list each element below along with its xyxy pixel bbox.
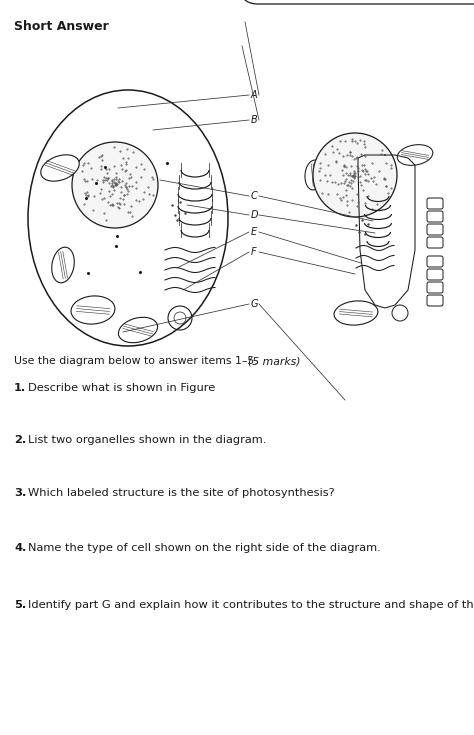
Circle shape	[72, 142, 158, 228]
Text: 5.: 5.	[14, 600, 26, 610]
Text: E: E	[251, 227, 257, 237]
Text: Use the diagram below to answer items 1–5.: Use the diagram below to answer items 1–…	[14, 356, 261, 366]
Circle shape	[392, 305, 408, 321]
Text: G: G	[251, 299, 258, 309]
Text: 4.: 4.	[14, 543, 27, 553]
Text: Which labeled structure is the site of photosynthesis?: Which labeled structure is the site of p…	[28, 488, 335, 498]
Text: F: F	[251, 247, 256, 257]
Ellipse shape	[397, 145, 433, 165]
Ellipse shape	[52, 247, 74, 283]
Text: List two organelles shown in the diagram.: List two organelles shown in the diagram…	[28, 435, 266, 445]
Text: Describe what is shown in Figure: Describe what is shown in Figure	[28, 383, 215, 393]
FancyBboxPatch shape	[240, 0, 474, 4]
Text: Short Answer: Short Answer	[14, 20, 109, 33]
Text: Name the type of cell shown on the right side of the diagram.: Name the type of cell shown on the right…	[28, 543, 381, 553]
Ellipse shape	[41, 155, 79, 182]
Circle shape	[313, 133, 397, 217]
Ellipse shape	[334, 301, 378, 325]
Ellipse shape	[305, 160, 323, 190]
Ellipse shape	[28, 90, 228, 346]
Text: Identify part G and explain how it contributes to the structure and shape of the: Identify part G and explain how it contr…	[28, 600, 474, 610]
Ellipse shape	[71, 296, 115, 324]
Text: 3.: 3.	[14, 488, 27, 498]
Text: D: D	[251, 210, 258, 220]
Ellipse shape	[118, 318, 157, 343]
Text: A: A	[251, 90, 258, 100]
Text: 1.: 1.	[14, 383, 26, 393]
Text: 2.: 2.	[14, 435, 26, 445]
Text: C: C	[251, 191, 258, 201]
Text: (5 marks): (5 marks)	[248, 356, 301, 366]
Text: B: B	[251, 115, 258, 125]
